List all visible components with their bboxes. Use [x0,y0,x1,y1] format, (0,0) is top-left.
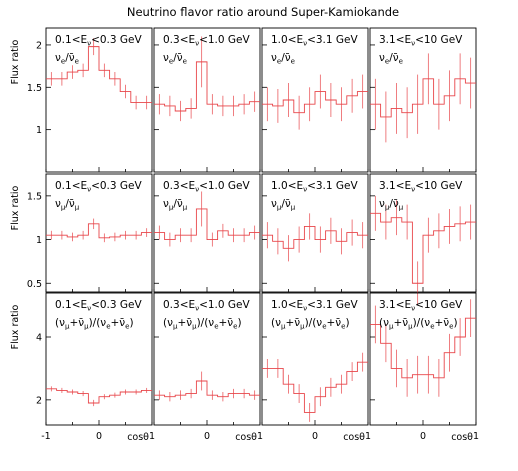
panel-r3-c3: 1.0<Eν​<3.1 GeV (νμ​+ν̄μ​)/(νe​+ν̄e​) [261,292,369,426]
ratio-label: (νμ​+ν̄μ​)/(νe​+ν̄e​) [379,317,458,331]
energy-range-label: 1.0<Eν​<3.1 GeV [271,299,358,313]
panel-r1-c2: 0.3<Eν​<1.0 GeV νe​/ν̄e​ [153,27,261,173]
histogram-line [370,317,476,379]
ratio-label: (νμ​+ν̄μ​)/(νe​+ν̄e​) [271,317,350,331]
panel-r2-c2: 0.3<Eν​<1.0 GeV νμ​/ν̄μ​ [153,173,261,293]
energy-range-label: 0.1<Eν​<0.3 GeV [55,180,142,194]
x-axis-label: cosθ [235,432,257,443]
panel-r1-c4: 3.1<Eν​<10 GeV νe​/ν̄e​ [369,27,477,173]
ratio-label: νe​/ν̄e​ [379,52,403,66]
y-tick-label-row-1: 1.5 [27,83,42,94]
ratio-label: νμ​/ν̄μ​ [55,198,80,212]
energy-range-label: 3.1<Eν​<10 GeV [379,299,463,313]
panel-r1-c3: 1.0<Eν​<3.1 GeV νe​/ν̄e​ [261,27,369,173]
x-tick-label: 0 [96,431,102,442]
histogram-line [370,212,476,284]
panel-r2-c3: 1.0<Eν​<3.1 GeV νμ​/ν̄μ​ [261,173,369,293]
panel-r3-c4: 3.1<Eν​<10 GeV (νμ​+ν̄μ​)/(νe​+ν̄e​) [369,292,477,426]
ratio-label: νμ​/ν̄μ​ [271,198,296,212]
panel-frame [153,292,261,426]
y-tick-label-row-1: 1 [36,125,42,136]
ratio-label: νe​/ν̄e​ [163,52,187,66]
histogram-line [46,388,152,404]
panel-r2-c4: 3.1<Eν​<10 GeV νμ​/ν̄μ​ [369,173,477,306]
x-tick-label: -1 [41,431,50,442]
x-tick-label: 0 [204,431,210,442]
histogram-line [154,208,260,241]
x-tick-label: 1 [257,431,263,442]
x-tick-label: 0 [420,431,426,442]
y-tick-label-row-1: 2 [36,40,42,51]
ratio-label: νe​/ν̄e​ [55,52,79,66]
y-axis-label-row-3: Flux ratio [10,304,21,349]
histogram-line [46,46,152,103]
x-tick-label: 1 [473,431,479,442]
energy-range-label: 3.1<Eν​<10 GeV [379,34,463,48]
ratio-label: νμ​/ν̄μ​ [163,198,188,212]
y-axis-label-row-1: Flux ratio [10,39,21,84]
y-tick-label-row-2: 1 [36,235,42,246]
y-tick-label-row-2: 1.5 [27,191,42,202]
chart-title: Neutrino flavor ratio around Super-Kamio… [127,5,399,19]
histogram-line [154,380,260,398]
y-axis-label-row-2: Flux ratio [10,185,21,230]
x-tick-label: 1 [365,431,371,442]
histogram-line [262,361,368,413]
panel-r2-c1: 0.1<Eν​<0.3 GeV νμ​/ν̄μ​ [45,173,153,293]
x-tick-label: 1 [149,431,155,442]
x-axis-label: cosθ [127,432,149,443]
x-tick-label: 0 [312,431,318,442]
histogram-line [370,78,476,118]
y-tick-label-row-3: 2 [36,395,42,406]
energy-range-label: 0.3<Eν​<1.0 GeV [163,299,250,313]
energy-range-label: 0.3<Eν​<1.0 GeV [163,180,250,194]
y-tick-label-row-2: 0.5 [27,279,42,290]
energy-range-label: 1.0<Eν​<3.1 GeV [271,180,358,194]
histogram-line [154,61,260,112]
ratio-label: (νμ​+ν̄μ​)/(νe​+ν̄e​) [55,317,134,331]
energy-range-label: 0.1<Eν​<0.3 GeV [55,34,142,48]
y-tick-label-row-3: 4 [36,333,42,344]
histogram-line [46,223,152,239]
ratio-label: (νμ​+ν̄μ​)/(νe​+ν̄e​) [163,317,242,331]
histogram-line [262,91,368,114]
energy-range-label: 1.0<Eν​<3.1 GeV [271,34,358,48]
panel-r3-c1: 0.1<Eν​<0.3 GeV (νμ​+ν̄μ​)/(νe​+ν̄e​) [45,292,153,426]
histogram-line [262,225,368,249]
energy-range-label: 3.1<Eν​<10 GeV [379,180,463,194]
x-axis-label: cosθ [451,432,473,443]
panel-frame [45,292,153,426]
panel-r3-c2: 0.3<Eν​<1.0 GeV (νμ​+ν̄μ​)/(νe​+ν̄e​) [153,292,261,426]
ratio-label: νμ​/ν̄μ​ [379,198,404,212]
energy-range-label: 0.1<Eν​<0.3 GeV [55,299,142,313]
panel-r1-c1: 0.1<Eν​<0.3 GeV νe​/ν̄e​ [45,27,153,173]
x-axis-label: cosθ [343,432,365,443]
energy-range-label: 0.3<Eν​<1.0 GeV [163,34,250,48]
ratio-label: νe​/ν̄e​ [271,52,295,66]
